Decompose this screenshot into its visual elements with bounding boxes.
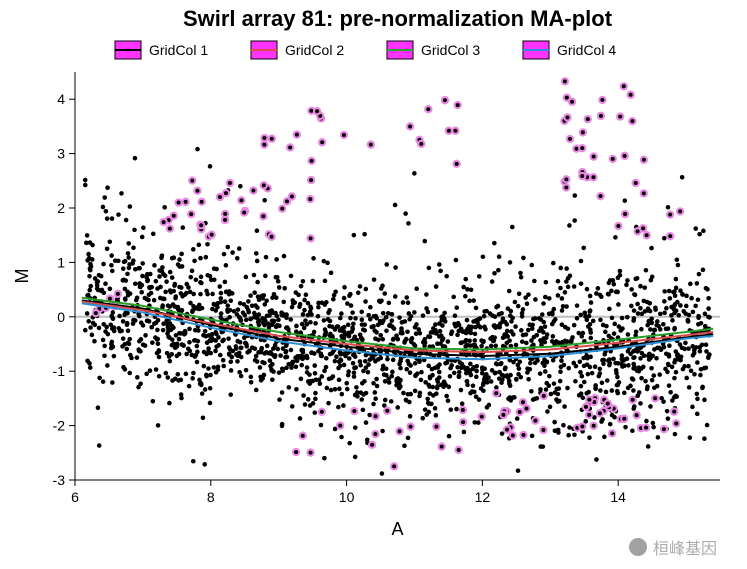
y-tick-label: 4 [57, 91, 65, 107]
x-tick-label: 8 [207, 489, 215, 505]
legend-label: GridCol 3 [421, 42, 480, 58]
watermark: 桓峰基因 [629, 535, 717, 559]
x-axis-label: A [391, 519, 403, 539]
y-tick-label: -2 [53, 418, 66, 434]
watermark-text: 桓峰基因 [653, 535, 717, 559]
wechat-icon [629, 538, 647, 556]
chart-title: Swirl array 81: pre-normalization MA-plo… [183, 6, 613, 31]
y-tick-label: 3 [57, 146, 65, 162]
legend-label: GridCol 2 [285, 42, 344, 58]
x-tick-label: 14 [610, 489, 626, 505]
y-tick-label: 2 [57, 200, 65, 216]
x-tick-label: 10 [339, 489, 355, 505]
y-tick-label: -3 [53, 472, 66, 488]
x-tick-label: 6 [71, 489, 79, 505]
x-tick-label: 12 [475, 489, 491, 505]
y-tick-label: 0 [57, 309, 65, 325]
legend-label: GridCol 4 [557, 42, 616, 58]
y-tick-label: 1 [57, 254, 65, 270]
highlight-points [92, 77, 685, 470]
scatter-points [83, 147, 712, 476]
y-axis-label: M [12, 269, 32, 284]
legend-label: GridCol 1 [149, 42, 208, 58]
y-tick-label: -1 [53, 363, 66, 379]
